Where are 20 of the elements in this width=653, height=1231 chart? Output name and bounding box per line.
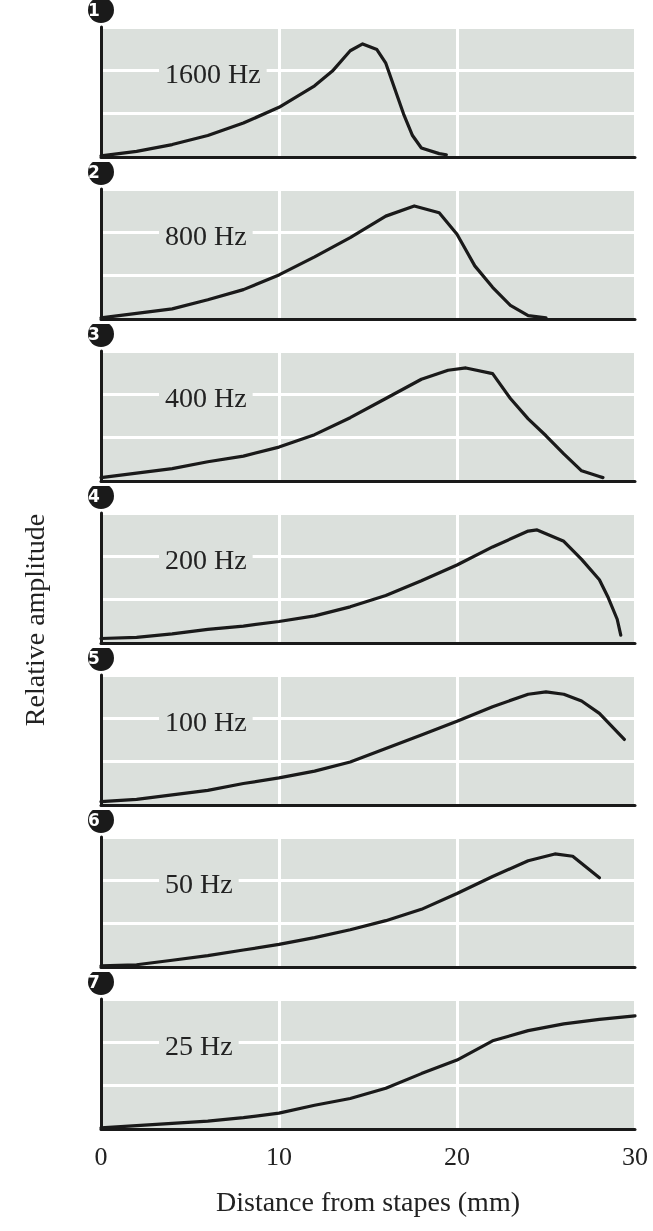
x-tick-label: 0 [94,1141,108,1171]
series-label: 1600 Hz [165,58,261,90]
x-tick-label: 10 [266,1141,292,1171]
x-tick-label: 30 [622,1141,648,1171]
text: 6 [88,810,100,830]
text: 4 [88,486,100,506]
text: 1 [88,0,100,20]
series-label: 100 Hz [165,706,247,738]
series-label: 400 Hz [165,382,247,414]
text: 2 [88,162,100,182]
x-tick-label: 20 [444,1141,470,1171]
series-label: 50 Hz [165,868,233,900]
series-label: 200 Hz [165,544,247,576]
text: 7 [88,972,100,992]
text: 3 [88,324,100,344]
x-axis-title: Distance from stapes (mm) [215,1185,521,1217]
y-axis-title: Relative amplitude [19,513,51,727]
series-label: 800 Hz [165,220,247,252]
text: 25 Hz [165,1030,233,1062]
text: 5 [88,648,100,668]
